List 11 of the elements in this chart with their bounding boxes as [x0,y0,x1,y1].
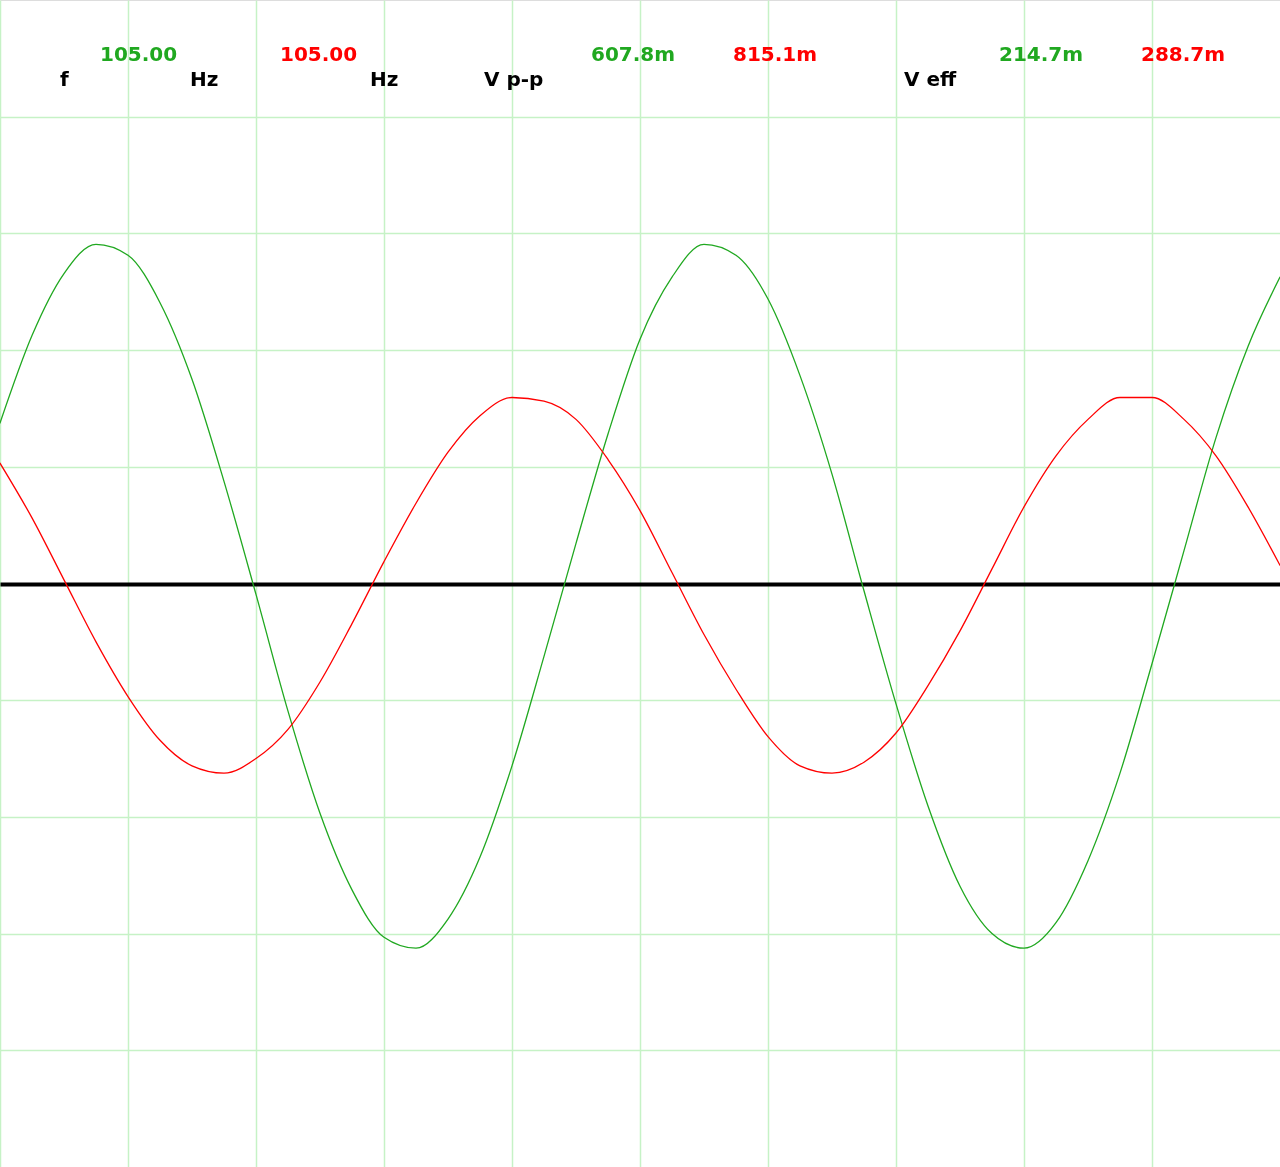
text: Hz [370,67,399,91]
text: f [60,67,69,91]
text: Hz [190,67,219,91]
text: 214.7m [999,42,1084,66]
text: 288.7m [1141,42,1226,66]
text: 607.8m [591,42,676,66]
text: V p-p [484,67,544,91]
text: 815.1m [733,42,818,66]
text: V eff [904,67,958,91]
text: 105.00 [280,42,358,66]
text: 105.00 [100,42,178,66]
